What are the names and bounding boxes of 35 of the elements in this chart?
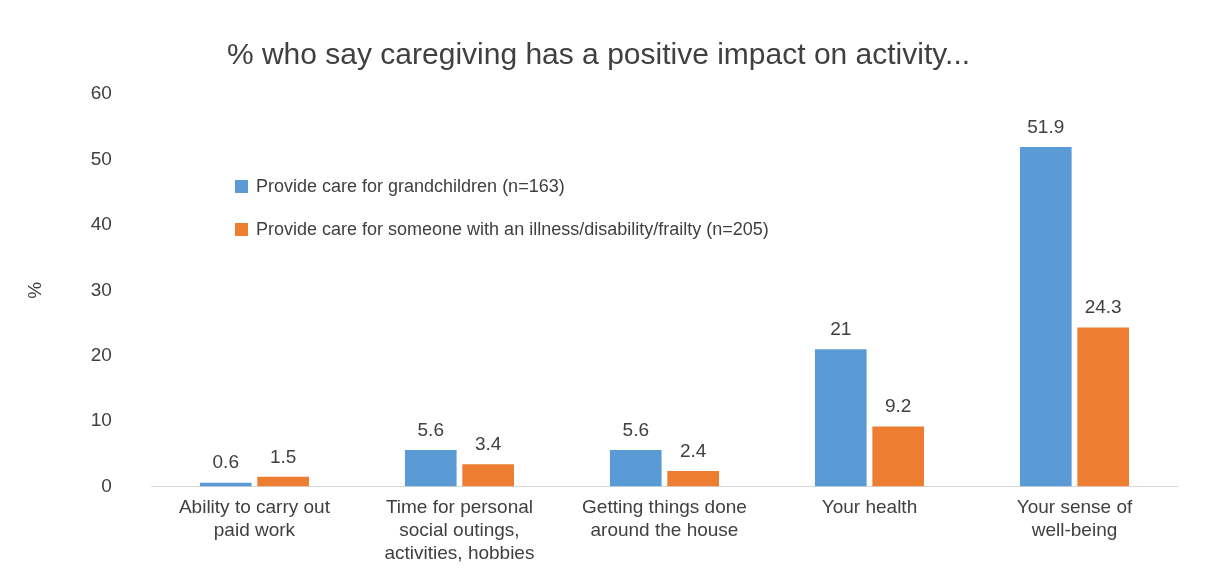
- data-label: 3.4: [474, 433, 502, 455]
- x-tick-label: Your health: [821, 496, 918, 518]
- bar: [404, 449, 457, 487]
- x-tick-label: Your sense of well-being: [1016, 496, 1133, 541]
- data-label: 2.4: [679, 439, 707, 461]
- data-label: 9.2: [884, 395, 912, 417]
- data-label: 5.6: [417, 418, 444, 440]
- y-tick-label: 50: [90, 147, 112, 169]
- bar: [609, 449, 662, 487]
- bar: [872, 426, 925, 487]
- data-label: 0.6: [212, 451, 239, 473]
- y-axis-title: %: [23, 281, 45, 299]
- y-tick-label: 20: [90, 343, 112, 365]
- bar: [257, 476, 309, 487]
- legend-label: Provide care for someone with an illness/disability/frailty (n=205): [256, 219, 769, 240]
- data-label: 24.3: [1084, 296, 1122, 318]
- data-label: 51.9: [1027, 115, 1065, 137]
- data-label: 5.6: [622, 418, 649, 440]
- y-tick-label: 60: [90, 82, 112, 104]
- y-tick-label: 10: [90, 409, 112, 431]
- bar: [1077, 327, 1130, 487]
- bar: [667, 470, 719, 487]
- bar: [462, 464, 514, 487]
- data-label: 21: [830, 317, 852, 339]
- x-tick-label: Ability to carry out paid work: [178, 496, 331, 541]
- y-tick-label: 30: [90, 278, 112, 300]
- bar: [814, 349, 867, 487]
- y-tick-label: 0: [101, 474, 112, 496]
- bar: [1019, 147, 1072, 487]
- data-label: 1.5: [269, 445, 297, 467]
- chart-title: % who say caregiving has a positive impact on activity...: [226, 37, 971, 71]
- y-tick-label: 40: [90, 213, 112, 235]
- legend-label: Provide care for grandchildren (n=163): [256, 176, 565, 197]
- x-tick-label: Time for personal social outings, activities, hobbies: [384, 496, 535, 563]
- x-tick-label: Getting things done around the house: [582, 496, 747, 541]
